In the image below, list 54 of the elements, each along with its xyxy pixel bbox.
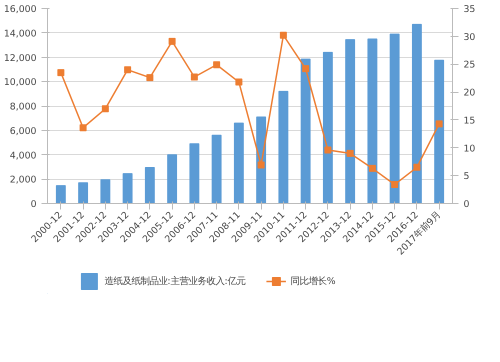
bar — [300, 58, 311, 204]
bar — [189, 143, 200, 204]
point — [302, 65, 310, 72]
bar — [412, 24, 422, 204]
point — [391, 181, 398, 188]
bar — [78, 182, 88, 204]
y2-tick-label: 10 — [464, 143, 476, 154]
bar — [234, 122, 244, 204]
y-tick-label: 10,000 — [4, 77, 37, 88]
point — [190, 74, 198, 81]
bar — [390, 34, 400, 204]
y2-tick-label: 20 — [464, 88, 476, 99]
bar — [322, 52, 333, 204]
bar — [212, 134, 222, 204]
point — [80, 124, 87, 132]
y-tick-label: 16,000 — [4, 4, 37, 15]
point — [258, 162, 265, 169]
y2-tick-label: 30 — [464, 32, 476, 43]
bar — [56, 185, 66, 204]
y2-tick-label: 5 — [464, 171, 470, 182]
y-tick-label: 0 — [30, 199, 37, 210]
point — [102, 105, 109, 112]
bar — [367, 38, 378, 204]
point — [146, 74, 154, 82]
bar — [167, 154, 178, 204]
y2-tick-label: 15 — [464, 115, 476, 126]
bar — [122, 173, 133, 204]
bar — [100, 179, 110, 204]
y2-tick-label: 35 — [464, 4, 476, 15]
y-tick-label: 14,000 — [4, 28, 37, 40]
point — [57, 69, 64, 76]
point — [346, 150, 354, 157]
y-tick-label: 8,000 — [10, 102, 37, 112]
y-tick-label: 2,000 — [10, 174, 37, 186]
y2-tick-label: 0 — [464, 199, 470, 210]
y2-tick-label: 25 — [464, 60, 476, 71]
y-tick-label: 6,000 — [10, 126, 37, 137]
bar — [144, 167, 155, 204]
bar — [434, 60, 444, 204]
point — [213, 61, 220, 68]
point — [280, 32, 287, 39]
bar — [278, 90, 288, 204]
point — [324, 146, 332, 154]
bar — [345, 39, 356, 204]
y-tick-label: 4,000 — [10, 150, 37, 162]
point — [436, 120, 443, 128]
legend-label: 造纸及纸制品业:主营业务收入:亿元 — [104, 274, 246, 288]
point — [235, 78, 242, 86]
point — [168, 38, 176, 45]
point — [413, 164, 420, 171]
point — [124, 66, 132, 74]
point — [368, 164, 376, 172]
y-tick-label: 12,000 — [4, 52, 37, 64]
legend-label: 同比增长% — [290, 274, 336, 288]
